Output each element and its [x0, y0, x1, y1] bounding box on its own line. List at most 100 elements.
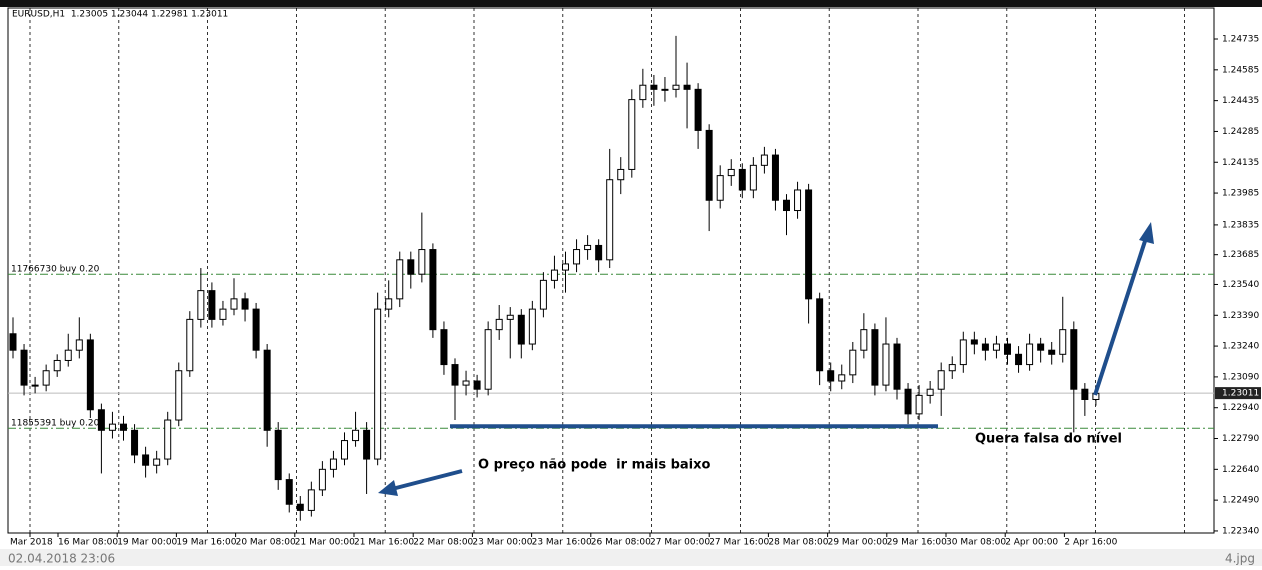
candle-body — [970, 339, 978, 345]
candle-body — [285, 479, 293, 505]
candle-body — [639, 84, 647, 101]
candle-body — [959, 339, 967, 366]
candle-body — [860, 329, 868, 351]
candle-body — [573, 249, 581, 265]
candle-body — [363, 429, 371, 460]
y-tick-label: 1.22940 — [1222, 403, 1259, 413]
candle-body — [992, 343, 1000, 351]
candle-body — [517, 314, 525, 345]
last-price-label: 1.23011 — [1222, 389, 1259, 399]
candle-body — [495, 318, 503, 331]
candle-body — [175, 370, 183, 421]
candle-body — [771, 154, 779, 201]
candle-body — [263, 349, 271, 431]
candle-body — [882, 343, 890, 386]
candle-body — [1015, 353, 1023, 366]
candle-body — [871, 329, 879, 386]
candle-body — [716, 175, 724, 201]
y-tick-label: 1.23685 — [1222, 250, 1259, 260]
candle-body — [816, 298, 824, 372]
x-tick-label: 2 Apr 16:00 — [1064, 538, 1117, 548]
candle-body — [230, 298, 238, 310]
candle-body — [672, 84, 680, 90]
last-price-box — [1215, 387, 1261, 400]
order-label: 11855391 buy 0.20 — [11, 419, 100, 429]
candle-body — [75, 339, 83, 351]
x-tick-label: 21 Mar 00:00 — [295, 538, 355, 548]
x-tick-label: 16 Mar 08:00 — [58, 538, 118, 548]
candle-body — [329, 458, 337, 470]
y-tick-label: 1.23985 — [1222, 189, 1259, 199]
candle-body — [440, 329, 448, 366]
candle-body — [1081, 388, 1089, 400]
candle-body — [31, 384, 39, 387]
candle-body — [296, 503, 304, 511]
candle-body — [661, 88, 669, 91]
candle-body — [760, 154, 768, 166]
candle-body — [120, 423, 127, 431]
candle-body — [1004, 343, 1011, 355]
candle-body — [142, 454, 150, 466]
candle-body — [64, 349, 72, 361]
top-border — [0, 0, 1262, 7]
candle-body — [650, 84, 658, 90]
candle-body — [341, 440, 348, 460]
candle-body — [562, 263, 569, 271]
candle-body — [1048, 349, 1056, 355]
candle-body — [893, 343, 901, 390]
arrow-head — [1139, 222, 1154, 244]
candle-body — [396, 259, 404, 300]
candle-body — [274, 429, 282, 481]
candle-body — [628, 99, 636, 170]
y-tick-label: 1.22340 — [1222, 526, 1259, 536]
y-tick-label: 1.23240 — [1222, 342, 1259, 352]
candle-body — [53, 359, 61, 372]
candle-body — [749, 164, 757, 191]
arrows — [378, 222, 1154, 496]
x-tick-label: 22 Mar 08:00 — [413, 538, 473, 548]
y-tick-label: 1.23390 — [1222, 311, 1259, 321]
candle-body — [1037, 343, 1045, 351]
candle-body — [42, 370, 50, 386]
y-tick-label: 1.23835 — [1222, 220, 1259, 230]
y-tick-label: 1.22790 — [1222, 434, 1259, 444]
candle-body — [827, 370, 835, 382]
candle-body — [727, 168, 735, 177]
y-tick-label: 1.24435 — [1222, 96, 1259, 106]
x-tick-label: 27 Mar 16:00 — [709, 538, 769, 548]
x-tick-label: 2 Apr 00:00 — [1005, 538, 1058, 548]
candle-body — [451, 364, 459, 386]
candle-body — [705, 129, 713, 201]
candle-body — [539, 279, 547, 310]
x-tick-label: 23 Mar 16:00 — [532, 538, 592, 548]
candle-body — [429, 249, 437, 331]
arrow — [391, 469, 463, 491]
x-tick-label: 19 Mar 00:00 — [117, 538, 177, 548]
candle-body — [418, 249, 426, 275]
candle-body — [20, 349, 28, 386]
arrow-head — [378, 480, 398, 496]
candle-body — [86, 339, 94, 411]
annotation: Quera falsa do nível — [975, 432, 1122, 447]
candle-body — [219, 308, 227, 320]
candle-body — [164, 419, 172, 460]
x-tick-label: Mar 2018 — [10, 538, 53, 548]
x-tick-label: 29 Mar 16:00 — [887, 538, 947, 548]
candle-body — [617, 168, 625, 181]
candle-body — [307, 489, 315, 511]
chart-title: EURUSD,H1 1.23005 1.23044 1.22981 1.2301… — [12, 10, 228, 20]
candle-body — [584, 244, 592, 251]
candle-body — [197, 290, 205, 320]
candle-body — [528, 308, 536, 345]
candle-body — [948, 364, 956, 372]
candle-body — [462, 380, 470, 386]
arrow — [1093, 237, 1148, 396]
annotation: O preço não pode ir mais baixo — [478, 458, 711, 473]
candle-body — [683, 84, 691, 90]
footer-date: 02.04.2018 23:06 — [8, 552, 115, 566]
y-tick-label: 1.24585 — [1222, 65, 1259, 75]
plot-frame — [7, 7, 1215, 534]
candle-body — [926, 388, 934, 396]
